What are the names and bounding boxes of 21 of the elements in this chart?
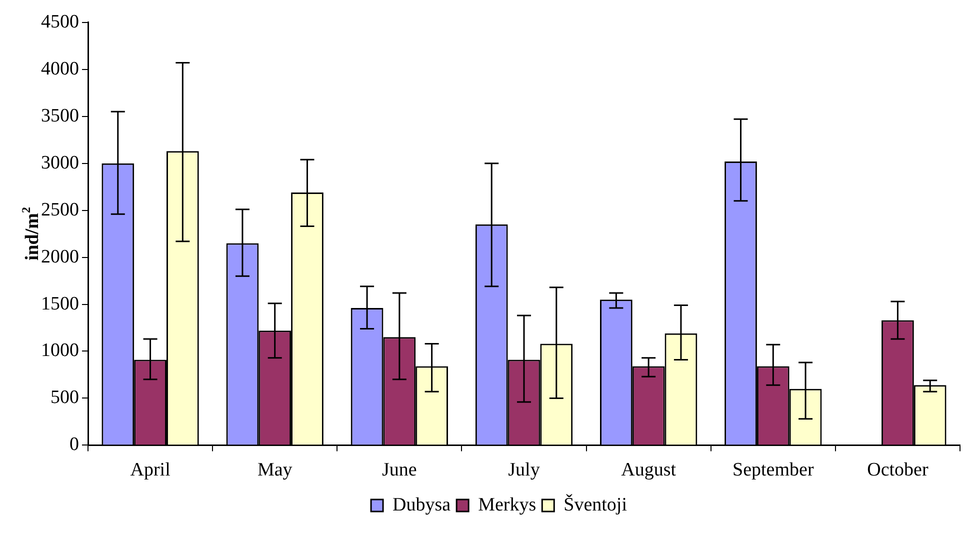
y-tick-label: 3000 (41, 152, 79, 174)
x-tick-label: September (732, 460, 814, 481)
x-tick-label: June (382, 460, 417, 481)
y-tick-label: 2000 (41, 246, 79, 268)
legend-label: Dubysa (392, 494, 452, 516)
y-axis-title: ind/m2 (19, 207, 43, 261)
y-tick-label: 2500 (41, 199, 79, 220)
x-tick-label: April (130, 460, 170, 481)
x-tick-label: July (508, 460, 540, 481)
y-tick-label: 4500 (41, 11, 79, 32)
x-tick-label: May (257, 460, 293, 481)
x-tick-label: October (867, 460, 929, 481)
legend-label: Merkys (478, 494, 536, 516)
y-tick-label: 1000 (41, 340, 79, 362)
y-tick-label: 4000 (41, 58, 79, 80)
y-tick-label: 3500 (41, 105, 79, 126)
y-tick-label: 500 (50, 387, 79, 408)
legend-label: Šventoji (564, 493, 627, 516)
y-tick-label: 1500 (41, 293, 79, 314)
x-tick-label: August (621, 460, 677, 481)
y-tick-label: 0 (70, 434, 79, 456)
